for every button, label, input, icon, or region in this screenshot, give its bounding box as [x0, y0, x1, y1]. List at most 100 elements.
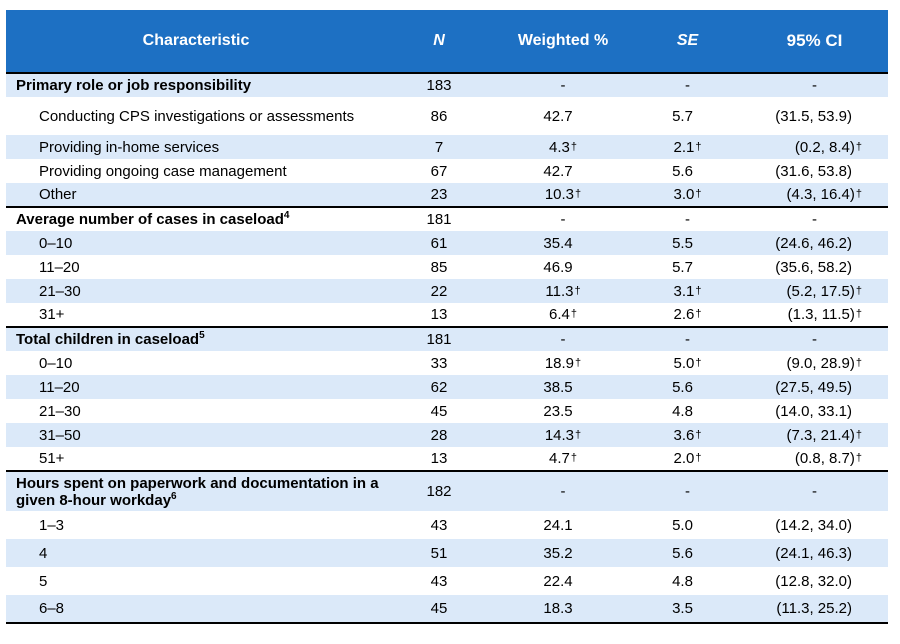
row-n: 45	[386, 595, 492, 624]
row-se-value: 3.5	[672, 600, 693, 617]
row-ci-value: (24.1, 46.3)	[775, 544, 852, 562]
table-body: Primary role or job responsibility 183 - - -…	[6, 72, 888, 624]
row-se: 5.0†	[634, 351, 741, 375]
group-ci: -	[741, 72, 888, 97]
group-ci: -	[741, 470, 888, 511]
dagger-mark: †	[695, 452, 702, 464]
row-n-value: 85	[430, 258, 448, 276]
row-pct: 46.9	[492, 255, 634, 279]
row-se-value: 3.1	[673, 282, 695, 300]
row-se: 5.7	[634, 97, 741, 135]
group-se: -	[634, 326, 741, 351]
table-row: 0–10 33 18.9† 5.0† (9.0, 28.9)†	[6, 351, 888, 375]
row-n-value: 61	[430, 234, 448, 252]
group-pct-value: -	[560, 331, 566, 348]
row-se: 5.5	[634, 231, 741, 255]
row-se: 5.6	[634, 159, 741, 183]
row-pct: 4.7†	[492, 447, 634, 471]
group-title-text: Hours spent on paperwork and documentati…	[16, 474, 379, 509]
row-ci-value: (31.6, 53.8)	[775, 162, 852, 180]
dagger-mark: †	[855, 140, 862, 153]
row-ci: (0.8, 8.7)†	[741, 447, 888, 471]
row-label: 5	[39, 572, 48, 590]
group-header-row: Hours spent on paperwork and documentati…	[6, 470, 888, 511]
row-pct-value: 23.5	[543, 402, 573, 420]
row-ci: (14.2, 34.0)	[741, 511, 888, 539]
group-ci-value: -	[812, 331, 817, 348]
row-n: 7	[386, 135, 492, 159]
row-ci-value: (1.3, 11.5)	[787, 306, 855, 323]
group-se-value: -	[685, 331, 690, 348]
row-n: 33	[386, 351, 492, 375]
dagger-mark: †	[855, 356, 862, 369]
row-se: 2.0†	[634, 447, 741, 471]
row-pct: 42.7	[492, 159, 634, 183]
row-se-value: 5.6	[672, 544, 693, 562]
group-n: 182	[386, 470, 492, 511]
group-title-text: Average number of cases in caseload	[16, 211, 284, 228]
row-n: 67	[386, 159, 492, 183]
row-pct: 24.1	[492, 511, 634, 539]
group-header-row: Average number of cases in caseload4 181 -…	[6, 206, 888, 231]
row-ci-value: (31.5, 53.9)	[775, 107, 852, 125]
row-ci: (7.3, 21.4)†	[741, 423, 888, 447]
row-n-value: 67	[430, 162, 448, 180]
row-pct-value: 11.3	[545, 282, 574, 300]
row-ci-value: (0.8, 8.7)	[794, 450, 855, 467]
row-pct-value: 14.3	[544, 426, 575, 444]
row-pct: 35.2	[492, 539, 634, 567]
header-weighted-pct: Weighted %	[517, 32, 609, 49]
row-ci-value: (14.0, 33.1)	[775, 402, 852, 420]
row-ci-value: (11.3, 25.2)	[776, 600, 852, 617]
row-n-value: 45	[430, 402, 448, 420]
row-pct: 18.9†	[492, 351, 634, 375]
row-pct: 14.3†	[492, 423, 634, 447]
row-pct-value: 24.1	[543, 516, 573, 534]
row-n-value: 45	[430, 600, 448, 617]
dagger-mark: †	[855, 188, 862, 200]
row-n-value: 13	[430, 306, 448, 323]
row-label: 21–30	[39, 282, 81, 300]
dagger-mark: †	[855, 308, 862, 320]
dagger-mark: †	[570, 452, 577, 464]
row-se: 4.8	[634, 567, 741, 595]
header-characteristic: Characteristic	[142, 32, 250, 49]
row-pct: 4.3†	[492, 135, 634, 159]
row-se-value: 4.8	[672, 572, 693, 590]
row-pct-value: 22.4	[543, 572, 573, 590]
row-n-value: 62	[430, 378, 448, 396]
row-pct-value: 46.9	[543, 258, 573, 276]
row-label: 31+	[39, 306, 65, 323]
row-pct: 22.4	[492, 567, 634, 595]
row-pct-value: 35.4	[543, 234, 573, 252]
dagger-mark: †	[695, 356, 702, 369]
group-title-text: Total children in caseload	[16, 331, 200, 348]
table-row: 11–20 62 38.5 5.6 (27.5, 49.5)	[6, 375, 888, 399]
row-ci: (5.2, 17.5)†	[741, 279, 888, 303]
row-ci: (35.6, 58.2)	[741, 255, 888, 279]
row-n: 51	[386, 539, 492, 567]
row-ci-value: (0.2, 8.4)	[794, 138, 855, 156]
dagger-mark: †	[855, 428, 862, 441]
row-n-value: 28	[430, 426, 448, 444]
group-pct-value: -	[560, 211, 566, 228]
row-ci: (12.8, 32.0)	[741, 567, 888, 595]
group-title: Hours spent on paperwork and documentati…	[6, 470, 386, 511]
row-se-value: 5.6	[672, 162, 693, 180]
row-se-value: 3.0	[673, 186, 695, 203]
dagger-mark: †	[570, 140, 577, 153]
row-pct: 42.7	[492, 97, 634, 135]
group-ci-value: -	[812, 483, 817, 500]
row-se-value: 5.0	[672, 516, 693, 534]
row-n: 22	[386, 279, 492, 303]
row-se: 5.7	[634, 255, 741, 279]
row-pct-value: 6.4	[549, 306, 570, 323]
row-ci-value: (12.8, 32.0)	[775, 572, 852, 590]
row-ci: (27.5, 49.5)	[741, 375, 888, 399]
group-ci: -	[741, 326, 888, 351]
table-row: 6–8 45 18.3 3.5 (11.3, 25.2)	[6, 595, 888, 624]
row-ci-value: (5.2, 17.5)	[786, 282, 855, 300]
row-pct-value: 38.5	[543, 378, 573, 396]
row-n-value: 43	[430, 572, 448, 590]
group-title: Total children in caseload5	[6, 326, 386, 351]
